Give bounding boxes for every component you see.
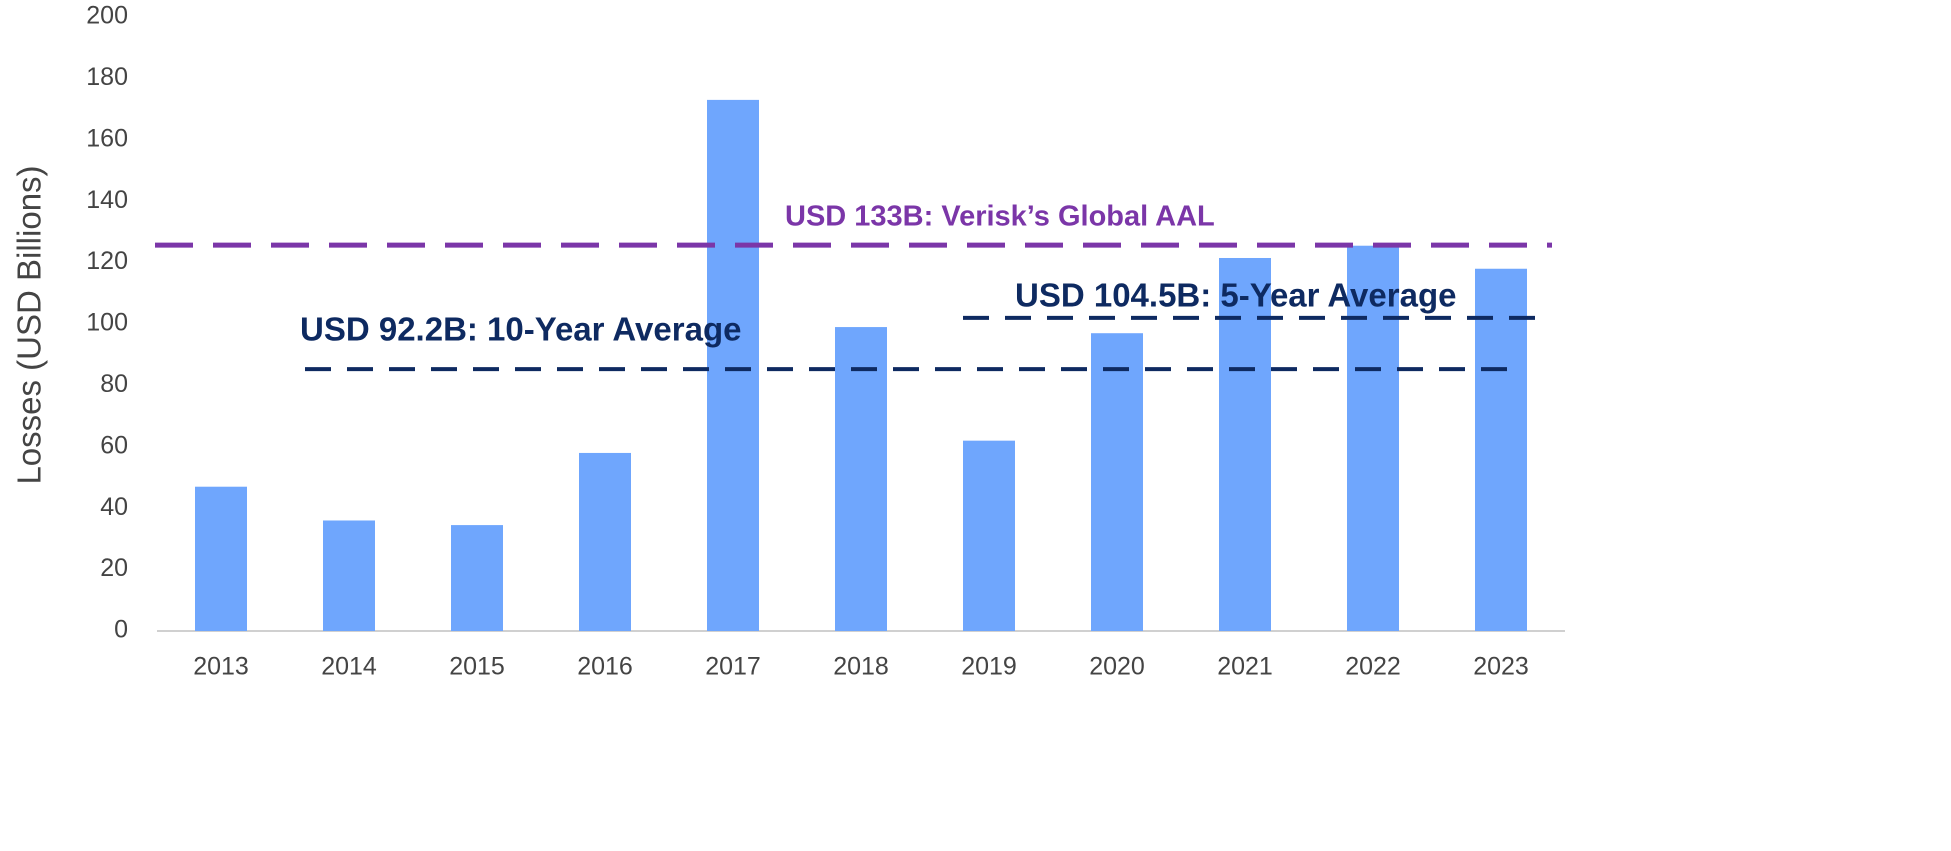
y-tick-label: 100 [86,309,128,337]
x-tick-label: 2018 [833,653,889,681]
reference-label: USD 92.2B: 10-Year Average [300,311,741,348]
bar [1091,333,1143,631]
y-tick-label: 0 [114,616,128,644]
bar [1347,245,1399,631]
x-tick-label: 2016 [577,653,633,681]
x-tick-label: 2017 [705,653,761,681]
x-tick-label: 2015 [449,653,505,681]
bar [451,525,503,631]
y-tick-label: 120 [86,247,128,275]
x-tick-label: 2013 [193,653,249,681]
bar [323,520,375,631]
bar [579,452,631,631]
y-tick-label: 140 [86,186,128,214]
x-tick-label: 2021 [1217,653,1273,681]
reference-label: USD 104.5B: 5-Year Average [1015,277,1456,314]
y-tick-label: 40 [100,493,128,521]
bar [195,486,247,631]
bar [963,440,1015,631]
x-tick-label: 2023 [1473,653,1529,681]
x-tick-label: 2014 [321,653,377,681]
y-axis-title: Losses (USD Billions) [11,165,48,484]
x-tick-label: 2019 [961,653,1017,681]
bar [1475,268,1527,631]
y-tick-label: 60 [100,431,128,459]
x-tick-label: 2020 [1089,653,1145,681]
y-tick-label: 20 [100,554,128,582]
bar [1219,257,1271,631]
y-tick-label: 200 [86,2,128,30]
y-tick-label: 160 [86,124,128,152]
x-tick-label: 2022 [1345,653,1401,681]
bar [707,99,759,631]
y-tick-label: 80 [100,370,128,398]
y-tick-label: 180 [86,63,128,91]
bar [835,327,887,631]
reference-label: USD 133B: Verisk’s Global AAL [785,201,1215,233]
